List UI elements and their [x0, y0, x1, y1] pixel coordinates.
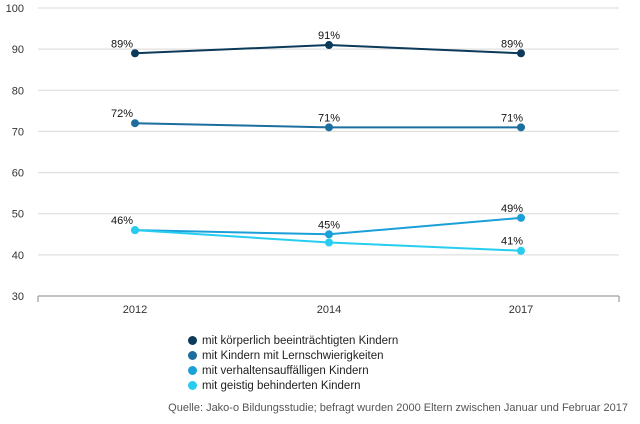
- legend-item: mit verhaltensauffälligen Kindern: [188, 363, 398, 378]
- data-point: [325, 230, 333, 239]
- data-label: 91%: [318, 30, 340, 42]
- y-tick-label: 40: [12, 250, 24, 262]
- legend-swatch: [188, 366, 197, 375]
- grid-lines: [37, 7, 620, 302]
- data-point: [517, 246, 525, 255]
- legend-swatch: [188, 351, 197, 360]
- data-label: 89%: [501, 38, 523, 50]
- data-point: [325, 41, 333, 50]
- data-labels: 89% 91% 89% 72% 71% 71% 46% 45% 49% 41%: [111, 30, 523, 248]
- x-tick-label: 2014: [317, 304, 341, 316]
- x-tick-label: 2012: [123, 304, 147, 316]
- legend-item: mit Kindern mit Lernschwierigkeiten: [188, 348, 398, 363]
- data-label: 46%: [111, 215, 133, 227]
- source-note: Quelle: Jako-o Bildungsstudie; befragt w…: [168, 402, 628, 414]
- data-point: [517, 123, 525, 132]
- y-tick-label: 50: [12, 209, 24, 221]
- legend-swatch: [188, 381, 197, 390]
- legend-item: mit geistig behinderten Kindern: [188, 378, 398, 393]
- data-label: 71%: [318, 112, 340, 124]
- x-tick-label: 2017: [509, 304, 533, 316]
- data-point: [131, 226, 139, 235]
- y-axis-ticks: 30 40 50 60 70 80 90 100: [6, 3, 24, 303]
- y-tick-label: 80: [12, 85, 24, 97]
- data-point: [325, 123, 333, 132]
- data-label: 41%: [501, 236, 523, 248]
- legend-label: mit geistig behinderten Kindern: [202, 379, 361, 392]
- legend-label: mit Kindern mit Lernschwierigkeiten: [202, 349, 384, 362]
- data-points: [131, 41, 525, 255]
- data-label: 89%: [111, 38, 133, 50]
- y-tick-label: 60: [12, 168, 24, 180]
- data-label: 72%: [111, 108, 133, 120]
- legend: mit körperlich beeinträchtigten Kindern m…: [188, 333, 398, 393]
- data-point: [517, 213, 525, 222]
- data-point: [131, 119, 139, 128]
- data-label: 71%: [501, 112, 523, 124]
- y-tick-label: 70: [12, 126, 24, 138]
- data-label: 45%: [318, 219, 340, 231]
- legend-label: mit körperlich beeinträchtigten Kindern: [202, 334, 399, 347]
- y-tick-label: 90: [12, 44, 24, 56]
- legend-swatch: [188, 336, 197, 345]
- data-label: 49%: [501, 203, 523, 215]
- y-tick-label: 100: [6, 3, 24, 15]
- data-point: [325, 238, 333, 247]
- x-axis-ticks: 2012 2014 2017: [123, 304, 533, 316]
- data-point: [517, 49, 525, 58]
- legend-item: mit körperlich beeinträchtigten Kindern: [188, 333, 398, 348]
- legend-label: mit verhaltensauffälligen Kindern: [202, 364, 369, 377]
- y-tick-label: 30: [12, 291, 24, 303]
- data-point: [131, 49, 139, 58]
